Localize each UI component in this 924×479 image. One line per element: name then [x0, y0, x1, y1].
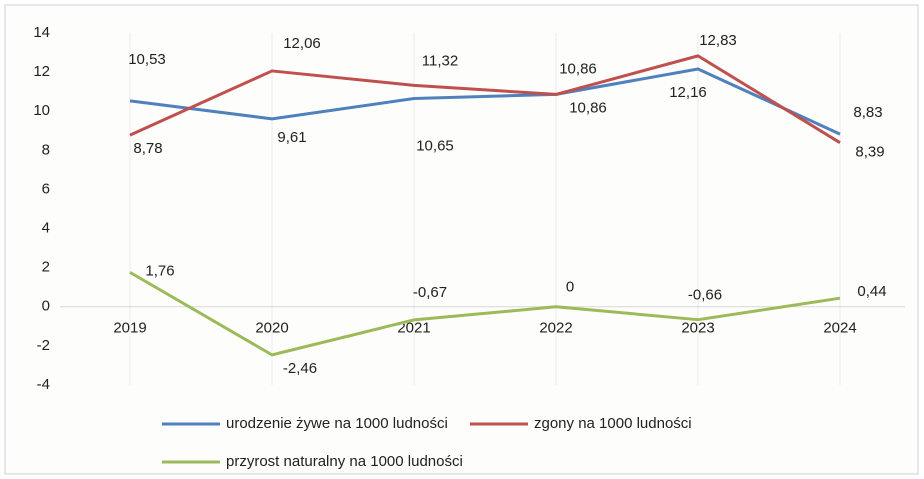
data-label: 12,16	[669, 84, 707, 101]
chart-border	[4, 4, 919, 475]
series-line	[129, 67, 841, 136]
x-tick-label: 2024	[823, 320, 856, 337]
data-label: 0	[566, 279, 574, 296]
series-line	[129, 271, 841, 357]
y-tick-label: -4	[37, 376, 50, 393]
data-label: 1,76	[145, 262, 174, 279]
data-label: 8,83	[853, 104, 882, 121]
data-label: 11,32	[422, 52, 458, 69]
y-tick-label: 4	[42, 220, 50, 237]
y-tick-label: 12	[33, 63, 50, 80]
y-tick-label: 14	[33, 24, 50, 41]
data-label: 10,65	[416, 137, 454, 154]
legend-label: urodzenie żywe na 1000 ludności	[226, 415, 448, 432]
data-label: 12,83	[699, 32, 737, 49]
series-line	[129, 54, 841, 144]
data-label: 10,86	[559, 60, 597, 77]
data-label: -2,46	[283, 360, 317, 377]
data-label: 8,78	[133, 140, 162, 157]
x-tick-label: 2023	[681, 320, 714, 337]
y-tick-label: 2	[42, 259, 50, 276]
data-label: 0,44	[857, 283, 886, 300]
data-label: 9,61	[277, 129, 306, 146]
y-tick-label: 6	[42, 180, 50, 197]
data-label: 10,86	[569, 99, 607, 116]
x-tick-label: 2022	[539, 320, 572, 337]
y-tick-label: -2	[37, 337, 50, 354]
y-tick-label: 8	[42, 141, 50, 158]
y-tick-label: 10	[33, 102, 50, 119]
y-tick-label: 0	[42, 298, 50, 315]
data-label: -0,67	[413, 284, 447, 301]
legend-label: zgony na 1000 ludności	[534, 415, 692, 432]
x-tick-label: 2019	[113, 320, 146, 337]
data-label: -0,66	[688, 287, 722, 304]
data-label: 10,53	[128, 51, 166, 68]
data-label: 8,39	[855, 144, 884, 161]
x-tick-label: 2021	[397, 320, 430, 337]
data-label: 12,06	[283, 35, 321, 52]
legend-label: przyrost naturalny na 1000 ludności	[226, 453, 463, 470]
x-tick-label: 2020	[255, 320, 288, 337]
